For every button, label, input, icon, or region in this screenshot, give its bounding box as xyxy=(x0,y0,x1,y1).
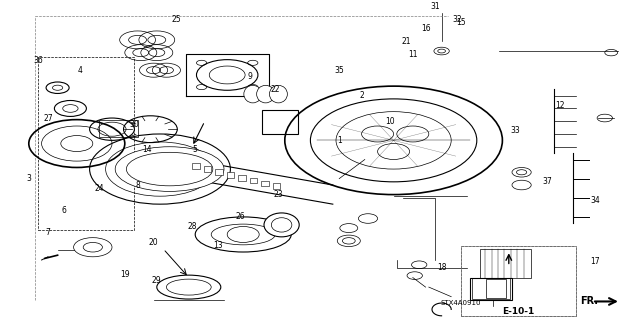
Text: 14: 14 xyxy=(142,145,152,154)
Ellipse shape xyxy=(264,213,300,237)
Text: 24: 24 xyxy=(94,184,104,193)
Bar xyxy=(215,169,223,175)
Ellipse shape xyxy=(127,152,212,186)
Text: 31: 31 xyxy=(430,2,440,11)
Text: 15: 15 xyxy=(456,18,466,27)
Bar xyxy=(472,278,510,299)
Bar xyxy=(273,183,280,189)
Text: 7: 7 xyxy=(45,228,51,237)
Ellipse shape xyxy=(195,217,291,252)
Text: 16: 16 xyxy=(420,24,431,33)
Text: 33: 33 xyxy=(510,126,520,135)
Ellipse shape xyxy=(115,147,224,191)
Text: 10: 10 xyxy=(385,117,396,126)
Text: 6: 6 xyxy=(61,206,67,215)
Text: 18: 18 xyxy=(437,263,446,272)
Text: 23: 23 xyxy=(273,190,284,199)
Text: E-10-1: E-10-1 xyxy=(502,307,534,315)
Text: 29: 29 xyxy=(152,276,162,285)
Text: 5: 5 xyxy=(193,145,198,154)
Text: FR.: FR. xyxy=(580,296,598,307)
Ellipse shape xyxy=(269,85,287,103)
Text: 26: 26 xyxy=(235,212,245,221)
Text: 37: 37 xyxy=(542,177,552,186)
Ellipse shape xyxy=(257,85,275,103)
Bar xyxy=(250,178,257,183)
Text: 13: 13 xyxy=(212,241,223,250)
Text: 25: 25 xyxy=(171,15,181,24)
Ellipse shape xyxy=(157,275,221,299)
Text: 32: 32 xyxy=(452,15,463,24)
Text: 22: 22 xyxy=(271,85,280,94)
Text: 34: 34 xyxy=(590,197,600,205)
Text: 4: 4 xyxy=(77,66,83,75)
Text: 2: 2 xyxy=(359,91,364,100)
Bar xyxy=(192,163,200,169)
Bar xyxy=(99,120,138,137)
Ellipse shape xyxy=(211,224,275,245)
Text: 35: 35 xyxy=(334,66,344,75)
Text: 11: 11 xyxy=(408,50,417,59)
Bar xyxy=(470,278,512,300)
Text: 36: 36 xyxy=(33,56,44,65)
Bar xyxy=(461,246,576,316)
Bar xyxy=(227,172,234,178)
Text: 8: 8 xyxy=(135,181,140,189)
Text: 1: 1 xyxy=(337,136,342,145)
Text: 12: 12 xyxy=(556,101,564,110)
Text: STX4A0910: STX4A0910 xyxy=(440,300,481,306)
Bar xyxy=(204,166,211,172)
Text: 20: 20 xyxy=(148,238,159,247)
Text: 9: 9 xyxy=(247,72,252,81)
Bar xyxy=(262,110,298,134)
Ellipse shape xyxy=(244,85,262,103)
Bar xyxy=(261,181,269,186)
Text: 28: 28 xyxy=(188,222,196,231)
Text: 27: 27 xyxy=(43,114,53,122)
Bar xyxy=(480,249,531,278)
Text: 30: 30 xyxy=(129,120,140,129)
Ellipse shape xyxy=(166,279,211,295)
Text: 17: 17 xyxy=(590,257,600,266)
Text: 3: 3 xyxy=(26,174,31,183)
Bar xyxy=(238,175,246,181)
Text: 19: 19 xyxy=(120,270,130,279)
Text: 21: 21 xyxy=(402,37,411,46)
Ellipse shape xyxy=(271,218,292,232)
Bar xyxy=(486,279,506,298)
